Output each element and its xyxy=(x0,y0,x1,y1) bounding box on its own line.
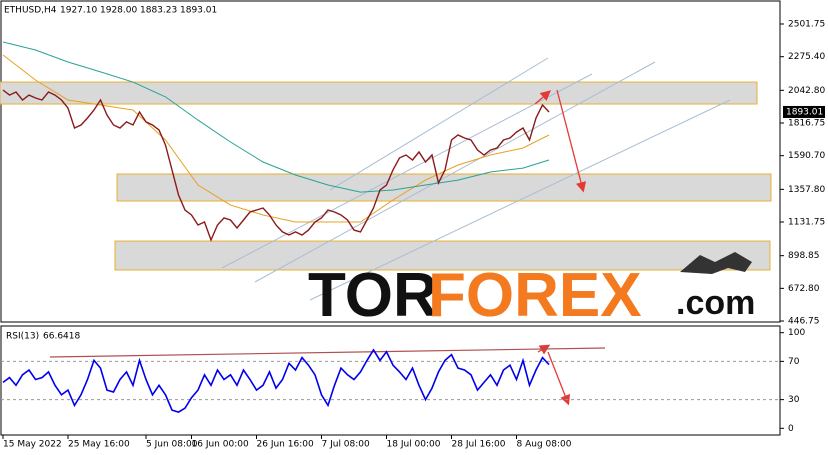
trendlines xyxy=(221,57,731,301)
x-tick-label: 5 Jun 08:00 xyxy=(146,440,198,450)
rsi-tick-label: 70 xyxy=(788,357,800,367)
ohlc-value: 1928.00 xyxy=(100,6,137,16)
x-tick-label: 8 Aug 08:00 xyxy=(517,440,572,450)
x-tick-label: 26 Jun 16:00 xyxy=(257,440,314,450)
y-tick-label: 1131.75 xyxy=(788,218,825,228)
y-tick-label: 2501.75 xyxy=(788,19,825,29)
x-tick-label: 25 May 16:00 xyxy=(68,440,130,450)
watermark-tor: TOR xyxy=(308,261,438,330)
bull-icon xyxy=(680,252,752,274)
y-tick-label: 672.80 xyxy=(788,284,820,294)
rsi-tick-label: 30 xyxy=(788,395,800,405)
x-tick-label: 15 May 2022 xyxy=(3,440,62,450)
x-tick-label: 18 Jul 00:00 xyxy=(387,440,441,450)
rsi-panel xyxy=(0,325,781,436)
watermark: TOR FOREX .com xyxy=(308,252,755,330)
x-tick-label: 28 Jul 16:00 xyxy=(452,440,506,450)
y-tick-label: 1816.75 xyxy=(788,118,825,128)
main-panel xyxy=(0,0,781,323)
y-tick-label: 446.75 xyxy=(788,317,820,327)
moving-average xyxy=(2,54,550,223)
price-tag-bg xyxy=(783,105,825,118)
y-tick-label: 898.85 xyxy=(788,251,820,261)
y-tick-label: 2275.40 xyxy=(788,52,825,62)
rsi-title: RSI(13) xyxy=(6,332,39,342)
symbol-title: ETHUSD,H4 xyxy=(4,6,57,16)
rsi-tick-label: 0 xyxy=(788,424,794,434)
ohlc-value: 1883.23 xyxy=(140,6,177,16)
watermark-com: .com xyxy=(676,284,755,322)
ohlc-value: 1893.01 xyxy=(180,6,217,16)
ohlc-value: 1927.10 xyxy=(60,6,97,16)
watermark-forex: FOREX xyxy=(428,261,642,330)
x-tick-label: 7 Jul 08:00 xyxy=(322,440,371,450)
y-tick-label: 1590.70 xyxy=(788,151,825,161)
rsi-line xyxy=(2,348,550,413)
rsi-trendline xyxy=(49,347,606,358)
sr-zone xyxy=(0,81,758,105)
y-tick-label: 1357.80 xyxy=(788,185,825,195)
price-line xyxy=(2,89,550,242)
sr-zone xyxy=(114,240,771,271)
rsi-tick-label: 100 xyxy=(788,328,805,338)
moving-average xyxy=(2,41,550,193)
rsi-last: 66.6418 xyxy=(43,332,80,342)
price-tag: 1893.01 xyxy=(786,107,823,117)
y-tick-label: 2042.80 xyxy=(788,86,825,96)
x-tick-label: 16 Jun 00:00 xyxy=(192,440,249,450)
